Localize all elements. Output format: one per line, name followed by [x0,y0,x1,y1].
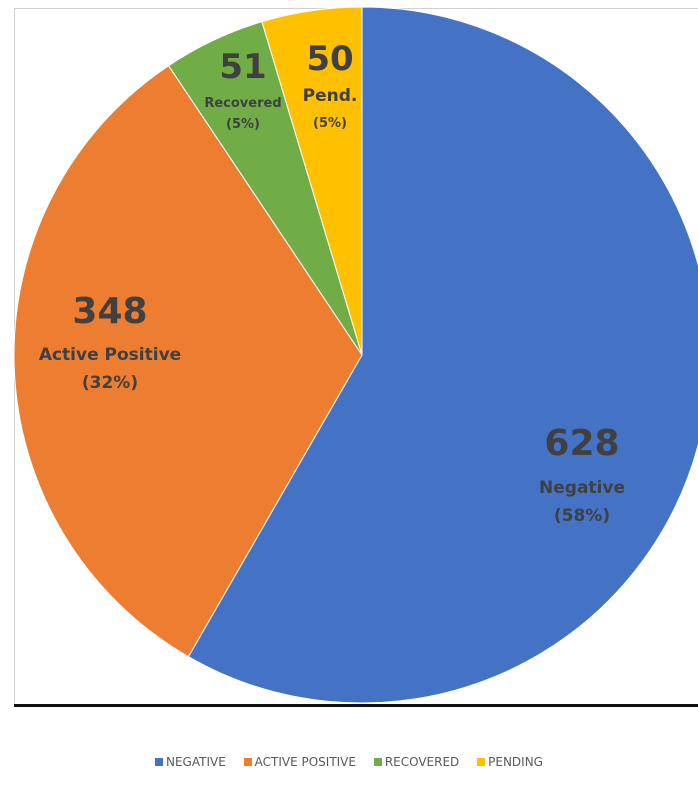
legend-swatch-pending [477,757,486,766]
legend-item-recovered: RECOVERED [373,755,460,769]
legend-label-pending: PENDING [488,755,543,769]
legend-swatch-negative [155,757,163,766]
slice-active-positive [13,64,363,658]
legend-label-negative: NEGATIVE [166,755,226,769]
legend: NEGATIVE ACTIVE POSITIVE RECOVERED PENDI… [0,755,698,769]
legend-item-negative: NEGATIVE [155,755,226,769]
data-label-percent-recovered: (5%) [226,117,260,132]
data-label-percent-active-positive: (32%) [82,373,138,393]
legend-swatch-active-positive [243,757,252,766]
slice-pending [261,6,363,356]
data-label-value-negative: 628 [544,423,619,464]
pie-labels: 628 Negative (58%) 348 Active Positive (32%) 5… [39,39,625,526]
chart-frame-shadow [14,704,698,707]
pie-slices [13,6,698,704]
legend-label-active-positive: ACTIVE POSITIVE [254,755,356,769]
data-label-percent-negative: (58%) [554,506,610,526]
data-label-value-recovered: 51 [219,47,266,87]
legend-item-pending: PENDING [477,755,543,769]
data-label-name-pending: Pend. [303,86,358,106]
legend-item-active-positive: ACTIVE POSITIVE [243,755,356,769]
data-label-value-pending: 50 [306,39,353,79]
slice-negative [187,6,698,704]
legend-swatch-recovered [373,757,382,766]
legend-label-recovered: RECOVERED [384,755,460,769]
data-label-name-active-positive: Active Positive [39,345,181,365]
data-label-name-recovered: Recovered [204,96,281,111]
data-label-name-negative: Negative [539,478,625,498]
data-label-value-active-positive: 348 [72,291,147,332]
data-label-percent-pending: (5%) [313,116,347,131]
